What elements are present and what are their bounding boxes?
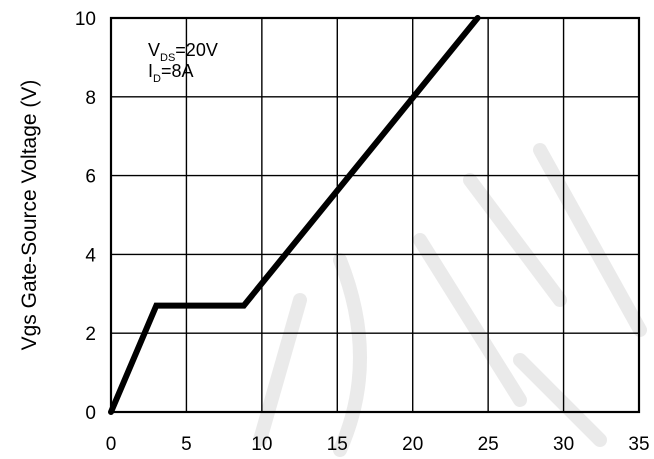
x-tick-label: 15 bbox=[327, 434, 348, 455]
x-tick-label: 5 bbox=[181, 434, 192, 455]
annotation-vds: VDS=20V bbox=[148, 40, 218, 64]
y-tick-label: 0 bbox=[85, 403, 96, 424]
x-tick-label: 35 bbox=[628, 434, 649, 455]
series-group bbox=[108, 15, 481, 415]
grid-lines bbox=[111, 18, 639, 412]
watermark bbox=[253, 143, 647, 457]
x-tick-labels: 0 5 10 15 20 25 30 35 bbox=[106, 434, 650, 455]
x-tick-label: 0 bbox=[106, 434, 117, 455]
y-tick-label: 10 bbox=[75, 9, 96, 30]
y-tick-label: 4 bbox=[85, 245, 96, 266]
y-tick-label: 8 bbox=[85, 88, 96, 109]
y-tick-labels: 0 2 4 6 8 10 bbox=[75, 9, 97, 424]
annotation-id: ID=8A bbox=[148, 61, 194, 85]
x-tick-label: 20 bbox=[402, 434, 423, 455]
series-line bbox=[108, 15, 481, 415]
x-tick-label: 30 bbox=[553, 434, 574, 455]
x-tick-label: 25 bbox=[478, 434, 499, 455]
x-tick-label: 10 bbox=[251, 434, 272, 455]
plot-frame bbox=[109, 16, 641, 414]
y-axis-label: Vgs Gate-Source Voltage (V) bbox=[18, 80, 41, 351]
y-tick-label: 2 bbox=[85, 324, 96, 345]
annotation: VDS=20V ID=8A bbox=[148, 40, 218, 85]
y-tick-label: 6 bbox=[85, 167, 96, 188]
